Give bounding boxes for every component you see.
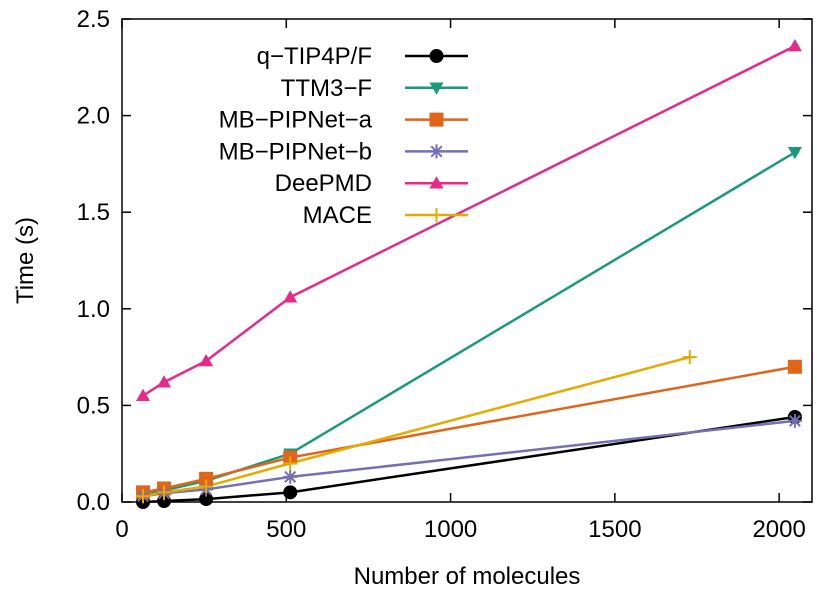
y-tick-label: 1.0 [77, 296, 110, 323]
plot-frame [121, 18, 813, 503]
x-axis-ticks: 0 500 1000 1500 2000 [115, 19, 806, 543]
y-tick-label: 2.5 [77, 6, 110, 33]
plot-border [121, 18, 813, 503]
series-line-4 [142, 44, 796, 397]
x-tick-label: 2000 [752, 516, 805, 543]
series-line-3 [142, 419, 796, 498]
legend-marker [429, 176, 444, 189]
legend-marker [429, 112, 444, 127]
series-line-2 [142, 365, 796, 494]
legend-label: q−TIP4P/F [257, 43, 372, 70]
legend-label: MB−PIPNet−b [219, 138, 372, 165]
data-point [136, 388, 151, 401]
y-tick-label: 2.0 [77, 103, 110, 130]
data-point [283, 456, 298, 471]
y-axis-ticks: 0.0 0.5 1.0 1.5 2.0 2.5 [77, 6, 812, 516]
y-tick-label: 1.5 [77, 199, 110, 226]
data-point [283, 290, 298, 303]
y-tick-label: 0.0 [77, 489, 110, 516]
legend: q−TIP4P/F TTM3−F MB−PIPNet−a MB−PIPNet−b Dee… [219, 43, 468, 229]
data-point [199, 353, 214, 367]
data-point [136, 489, 151, 504]
data-point [157, 375, 172, 388]
legend-marker [429, 144, 444, 159]
x-tick-label: 500 [266, 516, 306, 543]
legend-label: DeePMD [275, 170, 372, 197]
y-axis-label: Time (s) [12, 217, 39, 304]
data-point [787, 39, 802, 52]
legend-marker [429, 208, 444, 222]
x-tick-label: 0 [115, 516, 128, 543]
legend-label: TTM3−F [281, 75, 372, 102]
x-axis-label: Number of molecules [354, 563, 581, 590]
legend-marker [429, 82, 444, 95]
legend-label: MACE [303, 202, 372, 229]
series-line-1 [142, 151, 796, 496]
series-line-0 [142, 415, 796, 504]
legend-marker [429, 49, 444, 63]
data-point [157, 485, 172, 500]
data-point [682, 350, 697, 365]
data-point [787, 359, 802, 374]
data-point [283, 485, 298, 500]
data-point [283, 469, 298, 484]
data-point [199, 492, 214, 507]
y-tick-label: 0.5 [77, 392, 110, 419]
data-point [787, 147, 802, 160]
series-markers [136, 39, 802, 509]
data-point [199, 471, 214, 486]
legend-label: MB−PIPNet−a [219, 107, 373, 134]
x-tick-label: 1500 [588, 516, 641, 543]
data-point [199, 479, 214, 494]
x-tick-label: 1000 [424, 516, 477, 543]
data-point [787, 413, 802, 428]
